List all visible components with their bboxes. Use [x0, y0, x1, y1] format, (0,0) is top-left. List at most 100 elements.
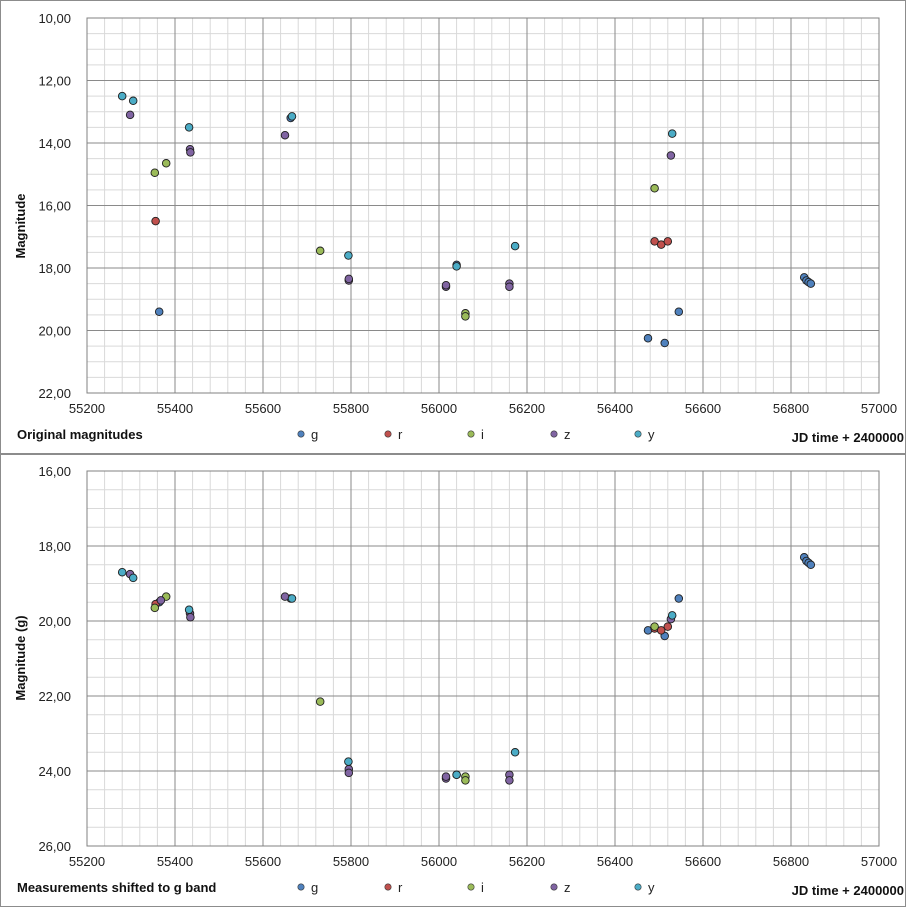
x-tick-label: 56600	[685, 854, 721, 869]
x-tick-label: 55800	[333, 401, 369, 416]
x-tick-label: 56400	[597, 401, 633, 416]
data-point-z-5	[344, 274, 354, 284]
data-point-r-1	[650, 237, 659, 246]
legend-marker-z	[550, 430, 558, 438]
x-axis-label: JD time + 2400000	[792, 430, 904, 445]
y-tick-label: 26,00	[38, 839, 71, 854]
x-axis-label: JD time + 2400000	[792, 883, 904, 898]
data-point-y-6	[510, 241, 520, 251]
data-point-z-0	[125, 110, 135, 120]
data-point-z-2	[186, 148, 195, 157]
data-point-i-5	[650, 184, 659, 193]
legend-label-r: r	[398, 427, 403, 442]
data-point-y-2	[184, 605, 194, 614]
legend-label-y: y	[648, 427, 655, 442]
x-tick-label: 55200	[69, 401, 105, 416]
x-tick-label: 55400	[157, 854, 193, 869]
y-axis-label: Magnitude (g)	[13, 615, 28, 700]
data-point-i-2	[315, 697, 325, 706]
data-point-g-5	[674, 594, 684, 603]
data-point-g-4	[660, 338, 669, 348]
shifted-magnitudes-panel: 16,00 18,00 20,00 22,00 24,00 26,00 55200 55400…	[0, 454, 906, 907]
data-point-i-2	[315, 246, 325, 256]
data-point-z-10	[505, 776, 514, 785]
data-point-y-7	[667, 611, 677, 620]
data-point-r-3	[663, 622, 673, 631]
data-point-r-0	[151, 216, 160, 226]
data-point-z-3	[186, 612, 195, 622]
data-point-r-2	[656, 240, 666, 249]
legend-label-i: i	[481, 880, 484, 895]
x-tick-label: 56400	[597, 854, 633, 869]
data-point-g-3	[643, 334, 653, 343]
x-tick-label: 55200	[69, 854, 105, 869]
data-point-z-3	[280, 130, 290, 140]
data-point-i-1	[161, 159, 171, 168]
x-tick-label: 55600	[245, 401, 281, 416]
data-point-z-6	[344, 768, 354, 778]
legend-label-z: z	[564, 880, 571, 895]
legend-marker-g	[297, 430, 305, 438]
x-tick-label: 55800	[333, 854, 369, 869]
x-tick-label: 57000	[861, 401, 897, 416]
original-magnitudes-panel: 10,00 12,00 14,00 16,00 18,00 20,00 22,00 55200…	[0, 0, 906, 454]
data-point-g-0	[154, 307, 164, 316]
data-point-i-0	[150, 168, 160, 177]
legend-marker-y	[634, 430, 642, 438]
data-point-r-2	[656, 626, 666, 635]
data-point-y-0	[117, 567, 127, 577]
data-point-g-5	[674, 307, 684, 316]
data-point-y-5	[452, 770, 461, 780]
x-tick-label: 55600	[245, 854, 281, 869]
data-point-y-4	[344, 757, 353, 766]
legend-label-r: r	[398, 880, 403, 895]
x-tick-label: 55400	[157, 401, 193, 416]
y-tick-label: 20,00	[38, 324, 71, 339]
y-tick-label: 22,00	[38, 386, 71, 401]
legend-label-g: g	[311, 427, 318, 442]
data-point-z-10	[666, 151, 676, 160]
data-point-g-9	[806, 279, 816, 288]
plot-border	[86, 17, 880, 394]
y-tick-label: 12,00	[38, 74, 71, 89]
data-point-z-1	[156, 596, 166, 605]
data-point-i-5	[650, 622, 659, 631]
data-point-i-4	[461, 312, 470, 321]
data-point-g-9	[806, 560, 816, 570]
y-tick-label: 22,00	[38, 689, 71, 704]
data-point-i-0	[150, 603, 160, 613]
legend-label-z: z	[564, 427, 571, 442]
legend-marker-r	[384, 430, 392, 438]
legend-label-i: i	[481, 427, 484, 442]
legend-label-y: y	[648, 880, 655, 895]
legend-marker-y	[634, 883, 642, 891]
y-tick-label: 10,00	[38, 11, 71, 26]
legend-marker-r	[384, 883, 392, 891]
y-tick-label: 18,00	[38, 261, 71, 276]
plot-border	[86, 470, 880, 847]
x-tick-label: 56000	[421, 854, 457, 869]
data-point-y-3	[287, 594, 297, 603]
data-point-y-6	[510, 748, 520, 757]
chart-caption: Original magnitudes	[17, 427, 143, 442]
x-tick-label: 56200	[509, 401, 545, 416]
data-point-y-4	[344, 251, 353, 260]
data-point-y-0	[117, 91, 127, 101]
x-tick-label: 56800	[773, 401, 809, 416]
x-tick-label: 57000	[861, 854, 897, 869]
legend-label-g: g	[311, 880, 318, 895]
y-tick-label: 20,00	[38, 614, 71, 629]
y-tick-label: 16,00	[38, 199, 71, 214]
legend-marker-g	[297, 883, 305, 891]
y-axis-label: Magnitude	[13, 194, 28, 259]
data-point-y-5	[452, 262, 461, 271]
data-point-y-1	[128, 573, 138, 583]
data-point-z-9	[505, 282, 514, 292]
data-point-y-2	[184, 123, 194, 132]
data-point-r-3	[663, 237, 673, 246]
data-point-z-4	[280, 592, 290, 601]
data-point-y-3	[287, 112, 297, 121]
x-tick-label: 56000	[421, 401, 457, 416]
